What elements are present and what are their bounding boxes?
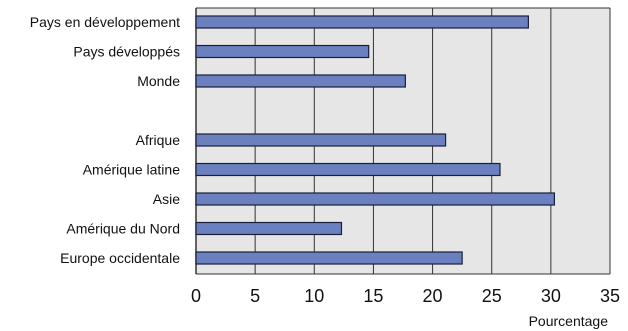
bar: [195, 44, 370, 59]
bar: [195, 15, 529, 29]
bar: [195, 251, 463, 265]
x-tick-label: 0: [191, 286, 201, 306]
x-tick-label: 15: [363, 286, 383, 306]
category-label: Asie: [153, 191, 180, 207]
category-label: Pays en développement: [30, 14, 180, 30]
bar: [195, 162, 501, 177]
x-tick-label: 35: [600, 286, 620, 306]
x-tick-label: 5: [250, 286, 260, 306]
x-axis-title: Pourcentage: [529, 313, 609, 329]
bar: [195, 221, 343, 236]
category-label: Europe occidentale: [60, 250, 180, 266]
bar: [195, 192, 556, 206]
bar: [195, 133, 447, 147]
category-label: Afrique: [136, 132, 181, 148]
bar: [195, 74, 406, 88]
category-label: Pays développés: [73, 44, 180, 60]
category-label: Monde: [137, 73, 180, 89]
category-label: Amérique latine: [83, 162, 180, 178]
x-tick-label: 30: [541, 286, 561, 306]
category-label: Amérique du Nord: [66, 221, 180, 237]
x-tick-label: 25: [482, 286, 502, 306]
x-tick-label: 10: [304, 286, 324, 306]
category-labels: Pays en développement Pays développés Mond…: [30, 14, 180, 266]
x-tick-label: 20: [423, 286, 443, 306]
bars: [195, 15, 556, 265]
x-tick-labels: 0 5 10 15 20 25 30 35: [191, 286, 620, 306]
